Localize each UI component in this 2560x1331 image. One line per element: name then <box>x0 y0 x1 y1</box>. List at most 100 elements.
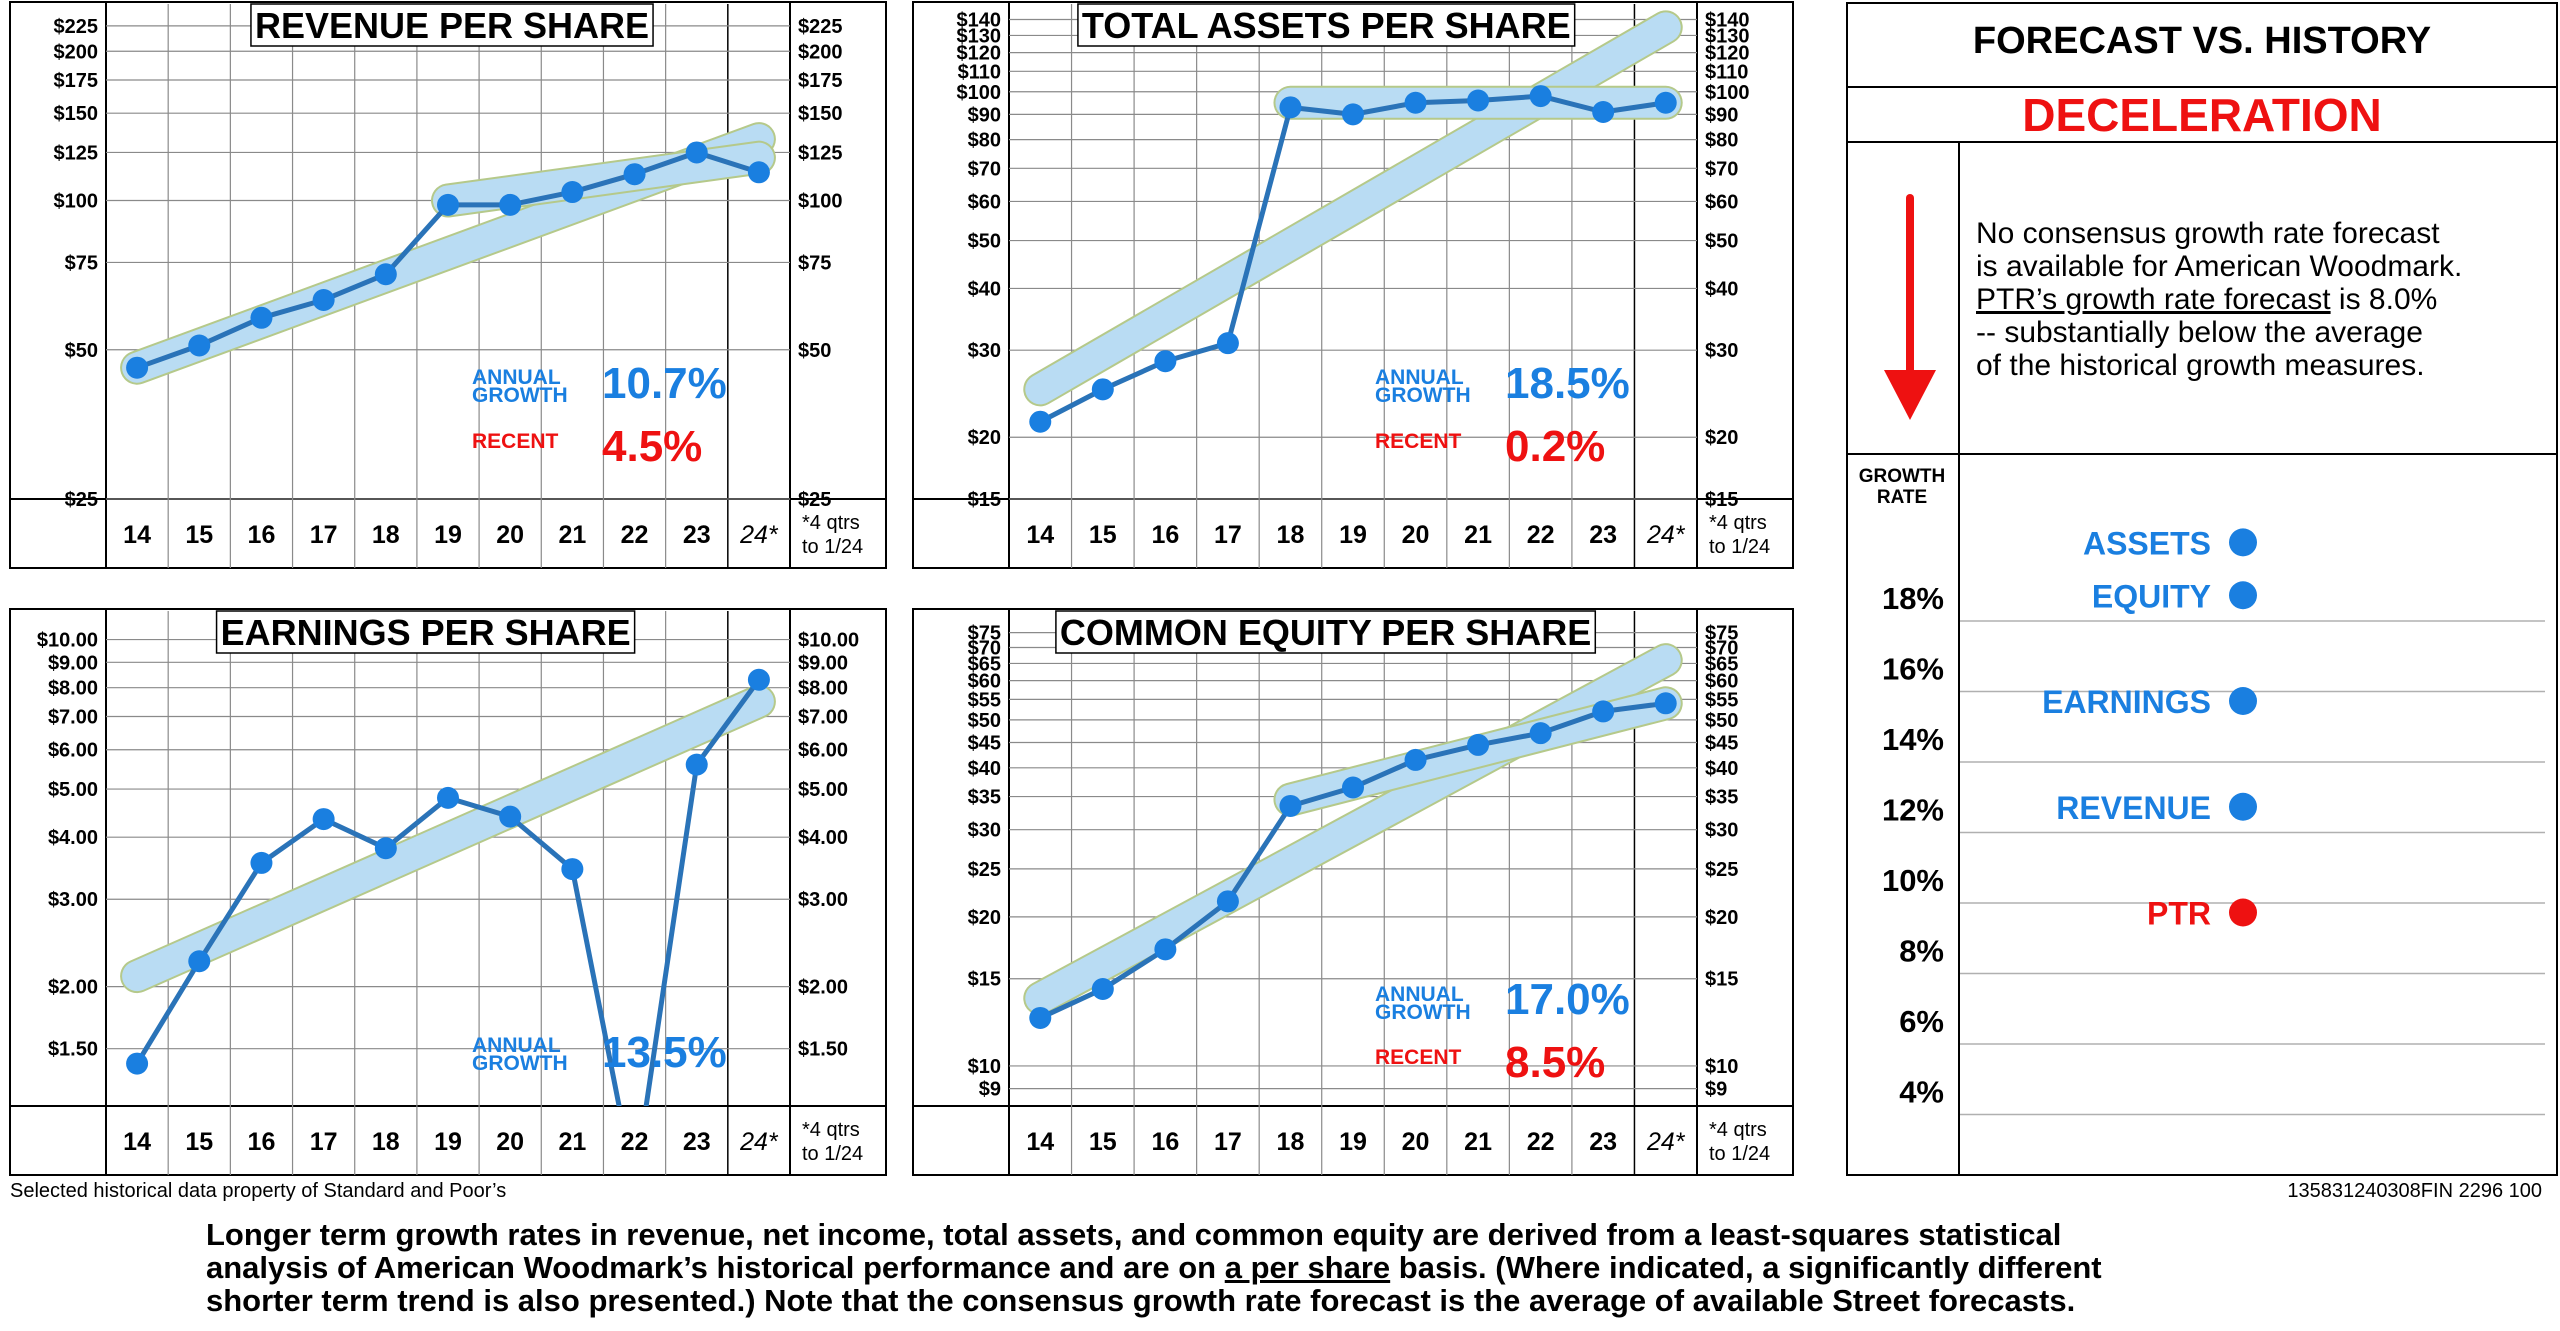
data-point-22 <box>1529 85 1552 108</box>
recent-trend-band <box>433 142 774 216</box>
y-tick-label-right: $60 <box>1705 191 1738 213</box>
y-tick-label-left: $100 <box>957 82 1002 104</box>
rate-point-label-assets: ASSETS <box>2083 525 2211 561</box>
y-tick-label-left: $6.00 <box>48 740 98 762</box>
y-tick-label-left: $9.00 <box>48 652 98 674</box>
data-point-19 <box>437 193 459 216</box>
y-tick-label-right: $9 <box>1705 1079 1727 1101</box>
y-tick-label-right: $35 <box>1705 787 1738 809</box>
y-tick-label-left: $40 <box>968 758 1001 780</box>
growth-rate-label: GROWTH RATE <box>1858 466 1946 508</box>
x-tick-label: 22 <box>1527 1128 1555 1156</box>
y-tick-label-right: $40 <box>1705 758 1738 780</box>
x-tick-label: 17 <box>310 521 338 549</box>
y-tick-label-left: $60 <box>968 671 1001 693</box>
footer-note: Longer term growth rates in revenue, net… <box>206 1218 2406 1317</box>
y-tick-label-right: $175 <box>798 70 843 92</box>
y-tick-label-left: $50 <box>65 340 98 362</box>
x-tick-label: 24* <box>739 521 779 549</box>
y-tick-label-left: $10.00 <box>37 630 98 652</box>
y-tick-label-right: $15 <box>1705 489 1738 511</box>
y-tick-label-right: $30 <box>1705 820 1738 842</box>
forecast-verdict: DECELERATION <box>2022 89 2382 141</box>
earnings-chart: $10.00 $10.00$9.00 $9.00$8.00 $8.00$7.00 $7.… <box>9 608 887 1176</box>
y-tick-label-left: $110 <box>958 61 1001 83</box>
recent-growth-label: RECENT <box>1375 1046 1462 1069</box>
x-tick-label: 23 <box>683 1128 711 1156</box>
data-point-16 <box>250 306 273 329</box>
y-tick-label-right: $150 <box>798 103 843 125</box>
rate-point-ptr <box>2229 898 2257 927</box>
recent-growth-label: RECENT <box>1375 430 1462 453</box>
data-point-24 <box>1654 692 1677 715</box>
rate-tick-label: 18% <box>1882 581 1944 616</box>
data-point-15 <box>188 334 211 357</box>
y-tick-label-left: $25 <box>968 859 1001 881</box>
y-tick-label-right: $4.00 <box>798 827 848 849</box>
forecast-divider-3 <box>1846 453 2558 455</box>
data-point-19 <box>1342 103 1364 126</box>
x-tick-label: 15 <box>1089 1128 1117 1156</box>
y-tick-label-left: $15 <box>968 489 1001 511</box>
y-tick-label-right: $90 <box>1705 104 1738 126</box>
data-point-14 <box>1029 410 1052 433</box>
period-footnote: to 1/24 <box>1709 1143 1770 1165</box>
y-tick-label-left: $140 <box>957 10 1002 32</box>
data-point-18 <box>1279 794 1302 817</box>
rate-point-label-equity: EQUITY <box>2092 578 2211 614</box>
x-tick-label: 22 <box>621 521 649 549</box>
footer-line3: shorter term trend is also presented.) N… <box>206 1283 2076 1318</box>
y-tick-label-left: $50 <box>968 710 1001 732</box>
y-tick-label-right: $65 <box>1705 653 1738 675</box>
x-tick-label: 24* <box>739 1128 779 1156</box>
data-point-17 <box>312 808 335 831</box>
forecast-divider-2 <box>1846 141 2558 143</box>
chart-title: COMMON EQUITY PER SHARE <box>1060 612 1591 653</box>
y-tick-label-right: $50 <box>1705 231 1738 253</box>
y-tick-label-left: $10 <box>968 1056 1001 1078</box>
x-tick-label: 23 <box>683 521 711 549</box>
chart-title-box <box>1077 3 1576 47</box>
rate-tick-label: 12% <box>1882 793 1944 828</box>
y-tick-label-left: $9 <box>979 1079 1001 1101</box>
chart-title-box <box>250 3 654 47</box>
y-tick-label-left: $60 <box>968 191 1001 213</box>
data-point-24 <box>1654 91 1677 114</box>
revenue-chart: $225 $225 $200 $200 $175 $175 $150 $150 $125 $125… <box>9 1 887 569</box>
x-tick-label: 23 <box>1589 521 1617 549</box>
y-tick-label-left: $55 <box>968 689 1001 711</box>
y-tick-label-right: $2.00 <box>798 977 848 999</box>
y-tick-label-left: $175 <box>54 70 99 92</box>
x-tick-label: 22 <box>621 1128 649 1156</box>
y-tick-label-left: $150 <box>54 103 99 125</box>
y-tick-label-right: $40 <box>1705 278 1738 300</box>
chart-title-box <box>215 610 636 654</box>
x-tick-label: 24* <box>1646 1128 1686 1156</box>
y-tick-label-left: $100 <box>54 191 99 213</box>
y-tick-label-left: $75 <box>968 623 1001 645</box>
period-footnote: to 1/24 <box>802 1143 863 1165</box>
data-point-15 <box>1091 978 1114 1001</box>
y-tick-label-left: $130 <box>957 25 1002 47</box>
y-tick-label-right: $55 <box>1705 689 1738 711</box>
rate-point-earnings <box>2229 687 2257 715</box>
rate-point-label-ptr: PTR <box>2147 896 2211 932</box>
forecast-panel <box>1846 2 2558 1176</box>
forecast-description: No consensus growth rate forecast is ava… <box>1976 217 2546 382</box>
x-tick-label: 24* <box>1646 521 1686 549</box>
source-note: Selected historical data property of Sta… <box>10 1180 507 1202</box>
rate-tick-label: 8% <box>1899 934 1944 969</box>
y-tick-label-left: $75 <box>65 252 98 274</box>
long-term-trend-band <box>122 686 774 992</box>
chart-title: TOTAL ASSETS PER SHARE <box>1082 5 1571 46</box>
y-tick-label-right: $15 <box>1705 969 1738 991</box>
data-point-14 <box>126 356 149 379</box>
x-tick-label: 21 <box>1464 521 1492 549</box>
y-tick-label-right: $75 <box>798 252 831 274</box>
data-point-14 <box>1029 1006 1052 1029</box>
data-point-17 <box>1216 890 1239 913</box>
rate-tick-label: 10% <box>1882 863 1944 898</box>
x-tick-label: 15 <box>185 521 213 549</box>
y-tick-label-right: $140 <box>1705 10 1750 32</box>
